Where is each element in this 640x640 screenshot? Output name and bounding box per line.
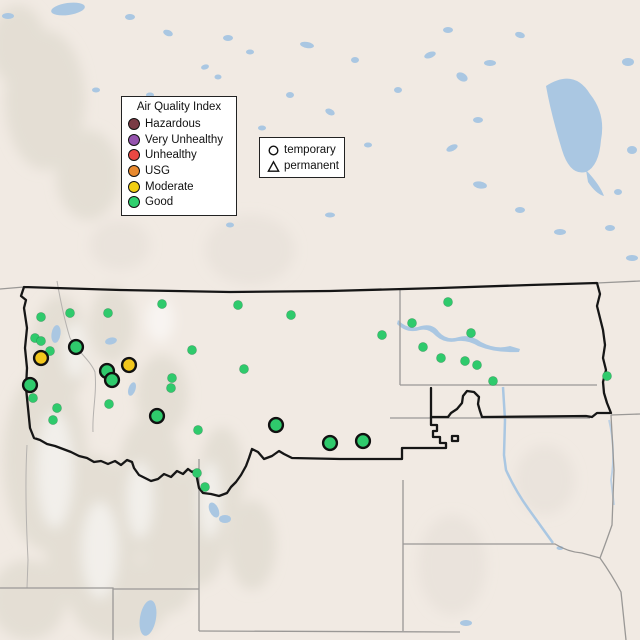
hazardous-swatch-icon (128, 117, 140, 130)
station-marker-good-large[interactable] (67, 338, 85, 356)
station-marker-good-small[interactable] (436, 353, 446, 363)
station-marker-good-small[interactable] (466, 328, 476, 338)
station-marker-good-small[interactable] (443, 297, 453, 307)
station-marker-good-small[interactable] (52, 403, 62, 413)
county-lines (25, 280, 96, 589)
station-marker-good-small[interactable] (104, 399, 114, 409)
station-marker-good-small[interactable] (48, 415, 58, 425)
aqi-legend-item-moderate: Moderate (128, 179, 230, 195)
station-marker-good-small[interactable] (166, 383, 176, 393)
station-marker-good-large[interactable] (354, 432, 372, 450)
station-marker-good-large[interactable] (103, 371, 121, 389)
station-marker-good-small[interactable] (167, 373, 177, 383)
station-marker-good-small[interactable] (45, 346, 55, 356)
station-marker-good-large[interactable] (21, 376, 39, 394)
station-marker-good-small[interactable] (488, 376, 498, 386)
station-marker-good-small[interactable] (460, 356, 470, 366)
aqi-legend-item-unhealthy: Unhealthy (128, 147, 230, 163)
station-marker-good-small[interactable] (233, 300, 243, 310)
aqi-legend-title: Air Quality Index (136, 101, 222, 113)
permanent-triangle-icon (267, 159, 280, 173)
station-marker-good-small[interactable] (239, 364, 249, 374)
aqi-legend-item-usg: USG (128, 163, 230, 179)
station-marker-good-large[interactable] (148, 407, 166, 425)
station-marker-good-small[interactable] (192, 468, 202, 478)
aqi-legend: Air Quality Index Hazardous Very Unhealt… (121, 96, 237, 216)
station-marker-good-small[interactable] (65, 308, 75, 318)
station-marker-good-large[interactable] (267, 416, 285, 434)
station-marker-good-small[interactable] (602, 371, 612, 381)
terrain-shading (0, 5, 575, 640)
aqi-legend-item-hazardous: Hazardous (128, 116, 230, 132)
station-marker-good-small[interactable] (103, 308, 113, 318)
station-marker-good-small[interactable] (472, 360, 482, 370)
station-type-legend: temporary permanent (259, 137, 345, 178)
aqi-legend-item-very-unhealthy: Very Unhealthy (128, 132, 230, 148)
stations-layer[interactable] (21, 297, 612, 492)
very-unhealthy-swatch-icon (128, 133, 140, 146)
station-marker-good-small[interactable] (286, 310, 296, 320)
station-marker-good-small[interactable] (157, 299, 167, 309)
type-legend-item-permanent: permanent (267, 158, 339, 174)
station-marker-good-small[interactable] (418, 342, 428, 352)
station-marker-good-small[interactable] (200, 482, 210, 492)
station-marker-moderate-large[interactable] (32, 349, 50, 367)
station-marker-good-large[interactable] (321, 434, 339, 452)
station-marker-good-small[interactable] (187, 345, 197, 355)
good-swatch-icon (128, 196, 140, 209)
aqi-legend-item-good: Good (128, 194, 230, 210)
station-marker-good-small[interactable] (36, 336, 46, 346)
type-legend-item-temporary: temporary (267, 142, 339, 158)
temporary-circle-icon (267, 144, 280, 157)
station-marker-good-small[interactable] (28, 393, 38, 403)
usg-swatch-icon (128, 164, 140, 177)
unhealthy-swatch-icon (128, 149, 140, 162)
station-marker-good-small[interactable] (193, 425, 203, 435)
station-marker-good-small[interactable] (36, 312, 46, 322)
state-border-montana (19, 281, 613, 498)
station-marker-good-small[interactable] (407, 318, 417, 328)
station-marker-moderate-large[interactable] (120, 356, 138, 374)
moderate-swatch-icon (128, 180, 140, 193)
station-marker-good-small[interactable] (377, 330, 387, 340)
